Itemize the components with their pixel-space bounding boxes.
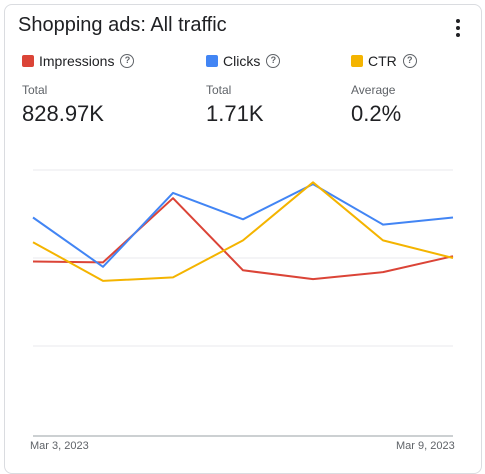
ctr-swatch — [351, 55, 363, 67]
metric-name: CTR — [368, 53, 397, 69]
metric-ctr[interactable]: CTR ? Average 0.2% — [351, 50, 485, 127]
card-title: Shopping ads: All traffic — [18, 14, 227, 36]
clicks-swatch — [206, 55, 218, 67]
x-tick-label-end: Mar 9, 2023 — [396, 440, 455, 452]
metric-name: Clicks — [223, 53, 261, 69]
metric-name: Impressions — [39, 53, 115, 69]
impressions-swatch — [22, 55, 34, 67]
metric-value: 1.71K — [206, 101, 264, 126]
metric-value: 828.97K — [22, 101, 104, 126]
metric-clicks[interactable]: Clicks ? Total 1.71K — [206, 50, 356, 127]
metric-aggregation: Average — [351, 83, 396, 97]
help-circle-icon[interactable]: ? — [120, 54, 135, 68]
metric-impressions[interactable]: Impressions ? Total 828.97K — [22, 50, 172, 127]
metric-value: 0.2% — [351, 101, 402, 126]
metric-aggregation: Total — [22, 83, 48, 97]
x-tick-label-start: Mar 3, 2023 — [30, 440, 89, 452]
help-circle-icon[interactable]: ? — [402, 54, 417, 68]
more-vert-icon[interactable] — [448, 16, 468, 40]
help-circle-icon[interactable]: ? — [266, 54, 281, 68]
metric-aggregation: Total — [206, 83, 232, 97]
